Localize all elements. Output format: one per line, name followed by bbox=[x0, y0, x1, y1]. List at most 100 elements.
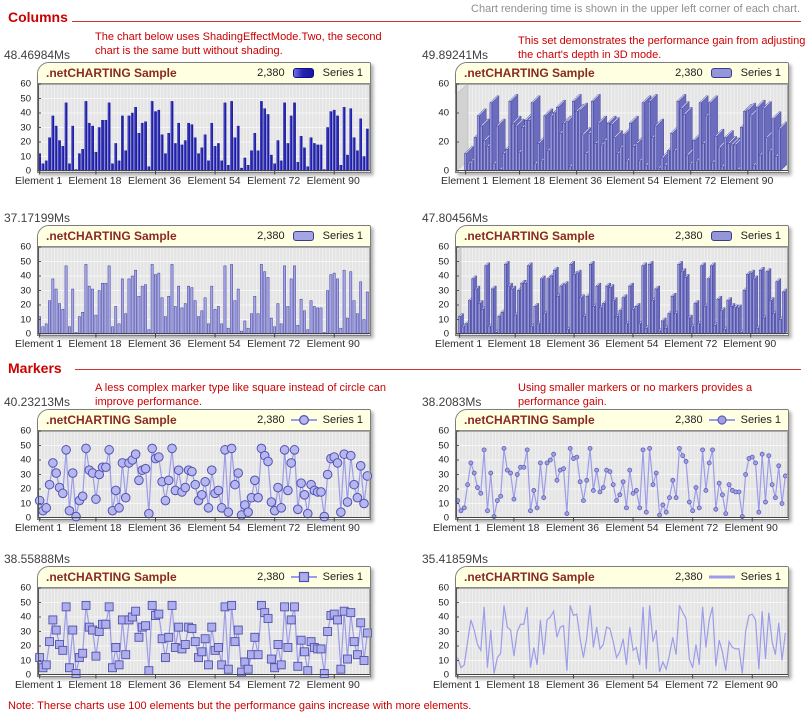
chart-title-bar: .netCHARTING Sample 2,380 Series 1 bbox=[456, 63, 788, 84]
series-legend-label: Series 1 bbox=[740, 230, 781, 242]
x-tick-label: Element 18 bbox=[491, 175, 546, 187]
y-axis-labels: 0 10 20 30 40 50 60 bbox=[3, 426, 33, 524]
y-tick-label: 30 bbox=[20, 626, 31, 637]
y-tick-label: 40 bbox=[20, 611, 31, 623]
render-timing-label: 49.89241Ms bbox=[422, 48, 489, 62]
x-tick-label: Element 54 bbox=[187, 338, 241, 350]
series-legend-icon bbox=[290, 230, 318, 242]
chart-legend: 2,380 Series 1 bbox=[257, 414, 363, 426]
x-tick-label: Element 54 bbox=[605, 338, 659, 350]
series-legend-glyph bbox=[292, 68, 314, 78]
x-tick-label: Element 72 bbox=[665, 679, 719, 691]
y-axis-labels: 0 10 20 30 40 50 60 bbox=[421, 426, 451, 524]
chart-widget: .netCHARTING Sample 2,380 Series 1 0 10 20 30 4… bbox=[3, 225, 371, 350]
plot-area bbox=[38, 83, 370, 175]
y-tick-label: 50 bbox=[20, 256, 31, 267]
x-tick-label: Element 72 bbox=[247, 175, 301, 187]
x-tick-label: Element 18 bbox=[68, 175, 122, 187]
x-tick-label: Element 72 bbox=[664, 338, 718, 350]
x-tick-label: Element 54 bbox=[605, 679, 659, 691]
chart-panel-markers-square: 38.55888Ms .netCHARTING Sample 2,380 Series… bbox=[0, 532, 403, 695]
render-timing-label: 40.23213Ms bbox=[4, 395, 71, 409]
chart-legend: 2,380 Series 1 bbox=[675, 230, 781, 242]
x-axis-labels: Element 1 Element 18 Element 36 Element 54 E… bbox=[435, 338, 787, 352]
chart-legend: 2,380 Series 1 bbox=[257, 230, 363, 242]
chart-frame: .netCHARTING Sample 2,380 Series 1 bbox=[455, 62, 789, 175]
y-tick-label: 60 bbox=[438, 425, 449, 437]
chart-frame: .netCHARTING Sample 2,380 Series 1 bbox=[37, 225, 371, 338]
y-tick-label: 60 bbox=[20, 241, 31, 253]
x-tick-label: Element 36 bbox=[549, 175, 603, 187]
x-tick-label: Element 1 bbox=[15, 338, 63, 350]
chart-frame: .netCHARTING Sample 2,380 Series 1 bbox=[35, 566, 372, 679]
legend-total-value: 2,380 bbox=[675, 414, 703, 426]
chart-frame: .netCHARTING Sample 2,380 Series 1 bbox=[37, 62, 371, 175]
plot-area bbox=[455, 83, 788, 175]
chart-title-bar: .netCHARTING Sample 2,380 Series 1 bbox=[456, 226, 788, 247]
legend-total-value: 2,380 bbox=[257, 571, 285, 583]
render-timing-label: 47.80456Ms bbox=[422, 211, 489, 225]
y-tick-label: 0 bbox=[443, 669, 449, 681]
chart-title: .netCHARTING Sample bbox=[464, 66, 595, 80]
y-tick-label: 40 bbox=[20, 454, 31, 466]
chart-title-bar: .netCHARTING Sample 2,380 Series 1 bbox=[38, 410, 370, 431]
y-tick-label: 10 bbox=[20, 498, 31, 509]
y-tick-label: 40 bbox=[20, 107, 31, 119]
chart-widget: .netCHARTING Sample 2,380 Series 1 0 10 20 30 4… bbox=[3, 566, 372, 691]
plot-area bbox=[455, 246, 788, 338]
render-timing-label: 38.55888Ms bbox=[4, 552, 71, 566]
chart-title: .netCHARTING Sample bbox=[464, 570, 595, 584]
chart-widget: .netCHARTING Sample 2,380 Series 1 0 20 40 60 E… bbox=[421, 62, 789, 187]
y-tick-label: 0 bbox=[25, 328, 31, 340]
y-tick-label: 0 bbox=[25, 165, 31, 177]
x-tick-label: Element 72 bbox=[247, 338, 301, 350]
chart-title: .netCHARTING Sample bbox=[46, 413, 177, 427]
y-tick-label: 20 bbox=[20, 299, 31, 311]
chart-panel-markers-circle-small: Using smaller markers or no markers prov… bbox=[418, 375, 806, 538]
x-tick-label: Element 1 bbox=[15, 522, 63, 534]
chart-title: .netCHARTING Sample bbox=[46, 66, 177, 80]
x-tick-label: Element 54 bbox=[187, 679, 241, 691]
x-tick-label: Element 18 bbox=[487, 338, 541, 350]
rendering-time-note: Chart rendering time is shown in the upp… bbox=[471, 3, 800, 15]
footer-note: Note: Therse charts use 100 elements but… bbox=[8, 700, 472, 712]
x-tick-label: Element 1 bbox=[433, 522, 481, 534]
y-tick-label: 40 bbox=[438, 611, 449, 623]
legend-total-value: 2,380 bbox=[675, 571, 703, 583]
chart-title-bar: .netCHARTING Sample 2,380 Series 1 bbox=[38, 226, 370, 247]
series-legend-icon bbox=[708, 67, 736, 79]
x-tick-label: Element 36 bbox=[545, 522, 600, 534]
chart-title: .netCHARTING Sample bbox=[46, 229, 177, 243]
y-tick-label: 40 bbox=[20, 270, 31, 282]
x-tick-label: Element 1 bbox=[433, 679, 481, 691]
plot-area bbox=[455, 430, 788, 522]
y-tick-label: 10 bbox=[20, 655, 31, 666]
x-tick-label: Element 54 bbox=[605, 522, 659, 534]
legend-total-value: 2,380 bbox=[257, 67, 285, 79]
y-axis-labels: 0 10 20 30 40 50 60 bbox=[3, 242, 33, 340]
y-tick-label: 10 bbox=[438, 655, 449, 666]
chart-title-bar: .netCHARTING Sample 2,380 Series 1 bbox=[38, 63, 370, 84]
chart-panel-columns-shaded: The chart below uses ShadingEffectMode.T… bbox=[0, 28, 403, 191]
x-axis-labels: Element 1 Element 18 Element 36 Element 54 E… bbox=[15, 175, 369, 189]
y-tick-label: 10 bbox=[438, 498, 449, 509]
y-axis-labels: 0 10 20 30 40 50 60 bbox=[421, 242, 451, 340]
x-tick-label: Element 1 bbox=[15, 679, 63, 691]
x-axis-labels: Element 1 Element 18 Element 36 Element 54 E… bbox=[441, 175, 787, 189]
y-tick-label: 60 bbox=[438, 582, 449, 594]
y-tick-label: 20 bbox=[20, 136, 31, 148]
x-tick-label: Element 18 bbox=[486, 679, 540, 691]
chart-legend: 2,380 Series 1 bbox=[675, 67, 781, 79]
y-tick-label: 30 bbox=[438, 469, 449, 480]
y-tick-label: 50 bbox=[20, 93, 31, 104]
plot-area bbox=[38, 246, 370, 338]
y-tick-label: 50 bbox=[438, 597, 449, 608]
render-timing-label: 37.17199Ms bbox=[4, 211, 71, 225]
chart-title-bar: .netCHARTING Sample 2,380 Series 1 bbox=[456, 410, 788, 431]
y-tick-label: 50 bbox=[438, 440, 449, 451]
x-tick-label: Element 90 bbox=[724, 679, 778, 691]
x-tick-label: Element 36 bbox=[546, 338, 600, 350]
y-tick-label: 30 bbox=[20, 122, 31, 133]
x-tick-label: Element 36 bbox=[127, 175, 182, 187]
